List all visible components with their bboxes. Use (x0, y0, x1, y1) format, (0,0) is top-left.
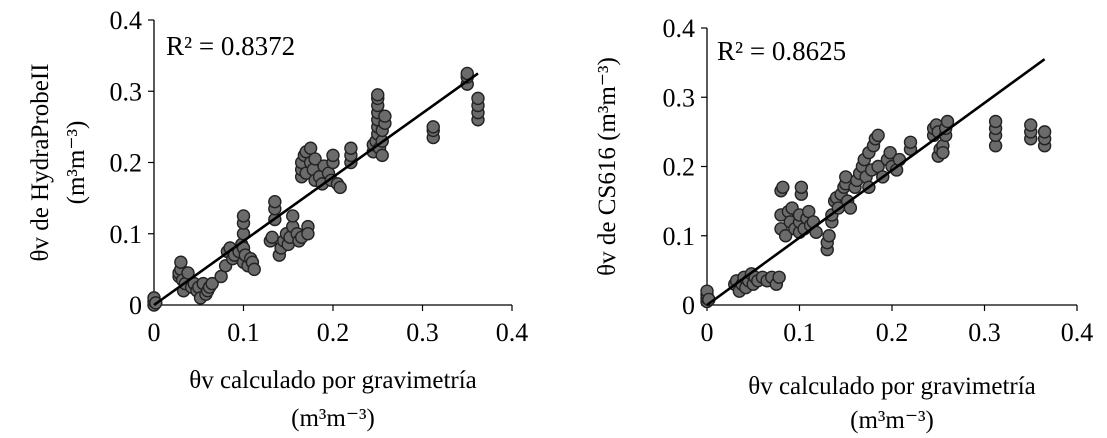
y-tick-label: 0 (129, 291, 142, 320)
x-tick-label: 0.2 (317, 318, 350, 347)
data-point (247, 262, 261, 277)
y-tick-label: 0 (682, 291, 695, 320)
data-point (794, 180, 809, 194)
x-tick-label: 0 (701, 318, 714, 347)
y-axis-unit-label: (m³m⁻³) (63, 121, 90, 205)
x-tick-label: 0.4 (496, 318, 529, 347)
data-point (883, 145, 897, 160)
data-point (326, 148, 340, 163)
data-point (308, 152, 322, 166)
data-point (1037, 125, 1052, 139)
data-point (375, 148, 389, 163)
chart-cs616-svg: 0 0.1 0.2 0.3 0.4 0 0.1 0.2 0.3 0.4 R² = 0.8625 θv … (594, 14, 1094, 434)
x-tick-label: 0.3 (968, 318, 1001, 347)
data-point (936, 145, 950, 160)
x-tick-label: 0.3 (406, 318, 439, 347)
data-point (344, 141, 358, 155)
y-tick-label: 0.4 (110, 6, 143, 35)
y-tick-label: 0.1 (663, 222, 696, 251)
data-point (1024, 118, 1038, 132)
data-point (903, 135, 918, 149)
data-point (778, 229, 793, 243)
y-tick-label: 0.3 (663, 83, 696, 112)
data-point (871, 128, 885, 143)
data-point (301, 227, 315, 241)
data-point (286, 209, 300, 223)
chart-hydraprobe: 0 0.1 0.2 0.3 0.4 0 0.1 0.2 0.3 0.4 R² = 0.8372 θv … (0, 0, 550, 438)
x-tick-label: 0.2 (876, 318, 909, 347)
x-axis-unit-label: (m³m⁻³) (291, 405, 375, 432)
y-tick-label: 0.2 (663, 153, 696, 182)
data-point (181, 266, 195, 280)
y-tick-label: 0.3 (110, 77, 143, 106)
x-tick-label: 0.1 (227, 318, 260, 347)
data-point (988, 114, 1003, 129)
chart-hydraprobe-svg: 0 0.1 0.2 0.3 0.4 0 0.1 0.2 0.3 0.4 R² = 0.8372 θv … (27, 6, 529, 432)
data-point (174, 255, 188, 269)
data-point (426, 120, 440, 134)
data-point (205, 276, 219, 291)
data-point (333, 180, 347, 195)
x-axis-label: θv calculado por gravimetría (748, 373, 1036, 400)
y-tick-label: 0.2 (110, 149, 143, 178)
data-point (371, 88, 385, 102)
y-tick-label: 0.1 (110, 220, 143, 249)
y-tick-label: 0.4 (663, 14, 696, 43)
x-tick-label: 0.4 (1061, 318, 1094, 347)
data-point (776, 180, 790, 194)
data-point (471, 91, 485, 106)
data-point (460, 66, 474, 81)
data-point (265, 230, 279, 245)
x-axis-label: θv calculado por gravimetría (189, 367, 477, 394)
x-axis-unit-label: (m³m⁻³) (850, 407, 934, 434)
data-point (378, 109, 392, 123)
r-squared-annotation: R² = 0.8372 (166, 31, 295, 61)
x-tick-label: 0 (148, 318, 161, 347)
data-point (236, 209, 251, 223)
data-point (268, 194, 282, 209)
y-axis-label: θv de HydraProbeII (27, 63, 54, 261)
trendline (153, 72, 479, 307)
r-squared-annotation: R² = 0.8625 (717, 36, 846, 66)
data-point (940, 114, 955, 129)
data-point (822, 229, 836, 243)
y-axis-label: θv de CS616 (m³m⁻³) (594, 57, 621, 276)
trendline (706, 58, 1046, 307)
chart-cs616: 0 0.1 0.2 0.3 0.4 0 0.1 0.2 0.3 0.4 R² = 0.8625 θv … (555, 0, 1107, 438)
data-point (839, 170, 853, 184)
x-tick-label: 0.1 (783, 318, 816, 347)
data-point (772, 270, 786, 284)
